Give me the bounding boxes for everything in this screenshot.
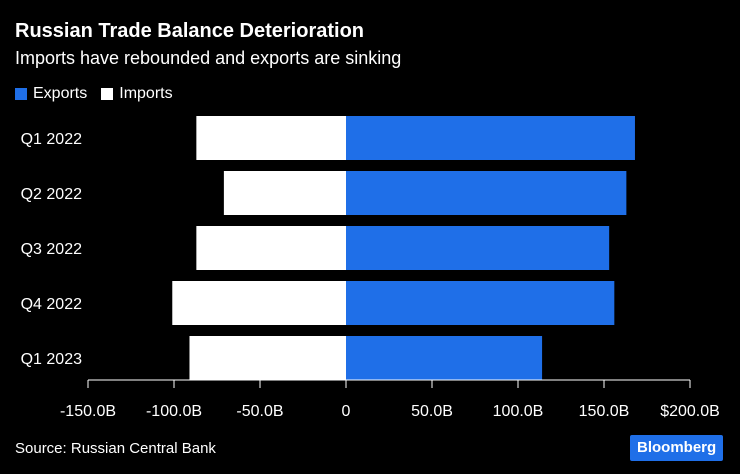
import-bar-3 <box>172 281 346 325</box>
x-tick-label-6: 150.0B <box>579 403 630 420</box>
legend-label-exports: Exports <box>33 85 88 102</box>
chart-title: Russian Trade Balance Deterioration <box>15 20 365 42</box>
x-tick-label-2: -50.0B <box>236 403 283 420</box>
legend-swatch-imports <box>101 88 114 100</box>
import-bar-0 <box>196 116 346 160</box>
x-tick-label-0: -150.0B <box>60 403 116 420</box>
import-bar-4 <box>189 336 346 380</box>
legend: Exports Imports <box>15 85 187 103</box>
chart-subtitle: Imports have rebounded and exports are s… <box>15 48 402 68</box>
x-tick-label-1: -100.0B <box>146 403 202 420</box>
x-tick-label-4: 50.0B <box>411 403 453 420</box>
category-label-3: Q4 2022 <box>21 296 82 313</box>
x-tick-label-5: 100.0B <box>493 403 544 420</box>
import-bar-2 <box>196 226 346 270</box>
legend-item-imports: Imports <box>101 85 173 103</box>
export-bar-0 <box>346 116 635 160</box>
legend-swatch-exports <box>15 88 27 100</box>
category-label-2: Q3 2022 <box>21 241 82 258</box>
category-label-1: Q2 2022 <box>21 186 82 203</box>
category-label-4: Q1 2023 <box>21 351 82 368</box>
bloomberg-logo: Bloomberg <box>630 435 724 461</box>
x-tick-label-7: $200.0B <box>660 403 720 420</box>
export-bar-2 <box>346 226 610 270</box>
legend-item-exports: Exports <box>15 85 87 103</box>
export-bar-1 <box>346 171 627 215</box>
x-tick-label-3: 0 <box>342 403 351 420</box>
source-note: Source: Russian Central Bank <box>15 440 216 457</box>
export-bar-3 <box>346 281 615 325</box>
legend-label-imports: Imports <box>119 85 173 102</box>
export-bar-4 <box>346 336 543 380</box>
category-label-0: Q1 2022 <box>21 131 82 148</box>
import-bar-1 <box>223 171 346 215</box>
